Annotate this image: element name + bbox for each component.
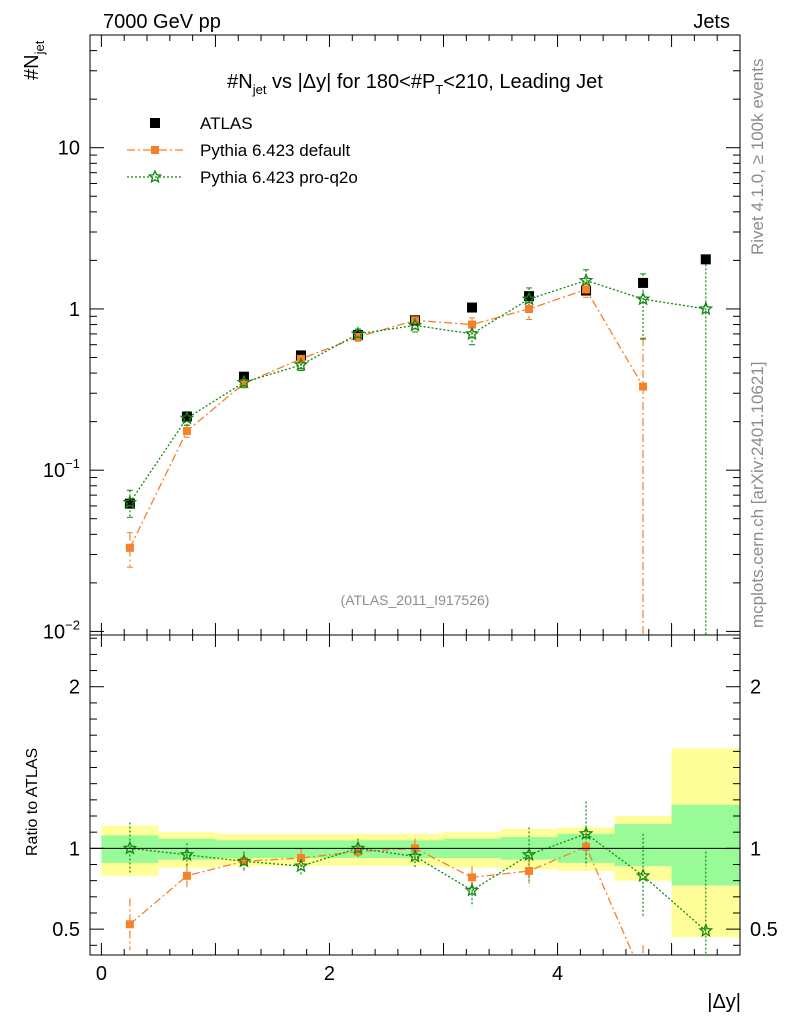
- legend-label: Pythia 6.423 default: [200, 141, 351, 160]
- marker-pythia-default: [525, 304, 534, 313]
- tick-exponent: −1: [65, 456, 80, 471]
- ratio-marker-pythia-default: [468, 873, 477, 882]
- marker-pythia-pro-q2o: [698, 301, 714, 316]
- marker-pythia-pro-q2o: [464, 326, 480, 341]
- legend-label: Pythia 6.423 pro-q2o: [200, 168, 358, 187]
- ratio-marker-pythia-pro-q2o: [698, 923, 714, 937]
- y-tick-label-main: 10−2: [43, 617, 80, 643]
- ratio-bands: [101, 748, 740, 938]
- series-line-main: [129, 279, 706, 503]
- ratio-marker-pythia-pro-q2o: [578, 826, 594, 840]
- marker-atlas: [181, 411, 192, 422]
- tick-base: 10: [43, 621, 65, 643]
- chart-title: #Njet vs |Δy| for 180<#PT<210, Leading J…: [227, 71, 603, 97]
- legend-label: ATLAS: [200, 114, 253, 133]
- marker-pythia-default: [639, 382, 648, 391]
- title-part4: <210, Leading Jet: [443, 71, 603, 93]
- marker-pythia-pro-q2o: [635, 291, 651, 306]
- tick-exponent: −2: [65, 617, 80, 632]
- tick-base: 10: [58, 138, 80, 160]
- marker-pythia-pro-q2o: [407, 317, 423, 332]
- side-label-rivet: Rivet 4.1.0, ≥ 100k events: [748, 58, 767, 255]
- ratio-marker-pythia-pro-q2o: [179, 847, 195, 862]
- marker-pythia-pro-q2o: [578, 272, 594, 287]
- x-axis-label: |Δy|: [707, 991, 741, 1013]
- ratio-marker-pythia-default: [182, 871, 191, 880]
- marker-pythia-pro-q2o: [122, 494, 138, 509]
- marker-pythia-pro-q2o: [236, 374, 252, 389]
- y-tick-label-main: 1: [69, 299, 80, 321]
- marker-atlas: [467, 302, 478, 313]
- y-tick-label-ratio: 1: [69, 838, 80, 860]
- ratio-marker-pythia-pro-q2o: [293, 858, 309, 873]
- y-tick-label-main: 10−1: [43, 456, 80, 482]
- ratio-band-green: [614, 824, 672, 867]
- y-axis-label-main: #Njet: [21, 40, 47, 80]
- title-part2: vs |Δy| for 180<#: [266, 71, 422, 93]
- title-sub2: T: [435, 82, 443, 97]
- tick-base: 10: [43, 460, 65, 482]
- ratio-marker-pythia-default: [582, 842, 591, 851]
- marker-atlas: [638, 277, 649, 288]
- y-tick-label-ratio: 0.5: [52, 919, 80, 941]
- y-tick-label-ratio-right: 2: [750, 677, 761, 699]
- marker-atlas: [524, 291, 535, 302]
- ratio-marker-pythia-pro-q2o: [350, 840, 366, 855]
- series-line-main: [129, 288, 644, 549]
- marker-pythia-default: [125, 543, 134, 552]
- legend-marker-atlas: [150, 118, 160, 128]
- header-right: Jets: [693, 11, 730, 33]
- header-left: 7000 GeV pp: [103, 11, 221, 33]
- marker-pythia-default: [182, 426, 191, 435]
- marker-pythia-pro-q2o: [521, 291, 537, 306]
- marker-atlas: [700, 254, 711, 265]
- legend-marker-pro: [147, 169, 163, 184]
- marker-pythia-pro-q2o: [293, 357, 309, 372]
- ratio-panel-frame: [89, 634, 741, 956]
- title-sub1: jet: [252, 82, 267, 97]
- title-part1: #N: [227, 71, 253, 93]
- ratio-marker-pythia-pro-q2o: [236, 853, 252, 868]
- marker-pythia-pro-q2o: [179, 410, 195, 425]
- marker-pythia-default: [468, 320, 477, 329]
- analysis-watermark: (ATLAS_2011_I917526): [341, 592, 490, 608]
- legend: ATLAS Pythia 6.423 default Pythia 6.423 pr…: [127, 114, 358, 187]
- title-part3: P: [422, 71, 435, 93]
- x-tick-label: 4: [552, 963, 563, 985]
- y-tick-label-ratio: 2: [69, 677, 80, 699]
- ratio-marker-pythia-default: [239, 857, 248, 866]
- ratio-marker-pythia-pro-q2o: [122, 840, 138, 855]
- marker-atlas: [124, 498, 135, 509]
- ratio-marker-pythia-default: [125, 920, 134, 929]
- x-tick-label: 0: [96, 963, 107, 985]
- marker-pythia-default: [582, 285, 591, 294]
- ylabel-main-sub: jet: [32, 40, 47, 55]
- data-markers: [122, 254, 714, 937]
- ylabel-main-text: #N: [21, 54, 43, 80]
- y-tick-label-ratio-right: 0.5: [750, 919, 778, 941]
- legend-marker-default: [151, 146, 159, 154]
- y-tick-label-ratio-right: 1: [750, 838, 761, 860]
- marker-pythia-pro-q2o: [350, 326, 366, 341]
- tick-base: 1: [69, 299, 80, 321]
- ratio-marker-pythia-pro-q2o: [407, 848, 423, 863]
- ratio-marker-pythia-pro-q2o: [464, 882, 480, 897]
- x-tick-label: 2: [324, 963, 335, 985]
- ratio-marker-pythia-default: [525, 866, 534, 875]
- ratio-marker-pythia-default: [296, 854, 305, 863]
- ratio-band-green: [215, 840, 273, 859]
- ratio-marker-pythia-pro-q2o: [635, 868, 651, 883]
- series-line-ratio: [129, 845, 634, 955]
- y-axis-label-ratio: Ratio to ATLAS: [24, 748, 41, 856]
- side-label-mcplots: mcplots.cern.ch [arXiv:2401.10621]: [748, 361, 767, 628]
- marker-pythia-default: [239, 379, 248, 388]
- ratio-marker-pythia-pro-q2o: [521, 847, 537, 862]
- y-tick-label-main: 10: [58, 138, 80, 160]
